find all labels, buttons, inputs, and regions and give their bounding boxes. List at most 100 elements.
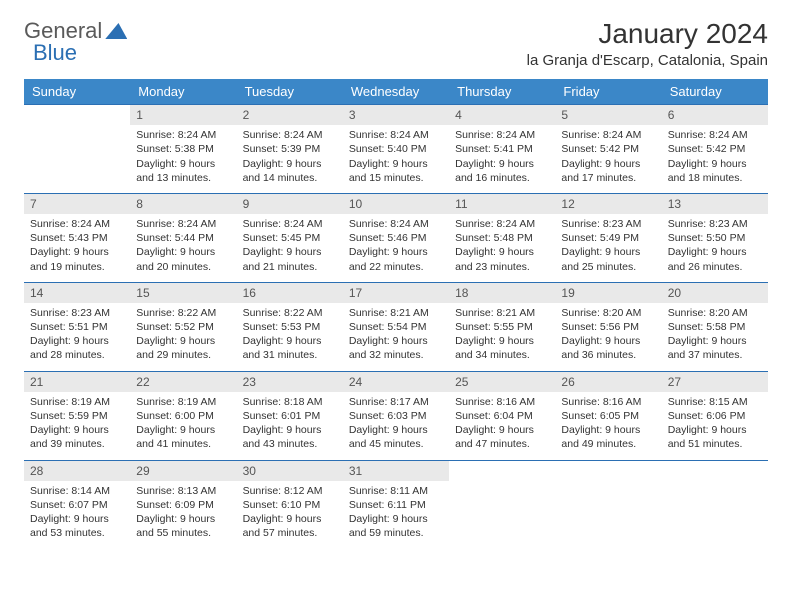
calendar-cell: 15Sunrise: 8:22 AMSunset: 5:52 PMDayligh… [130,282,236,371]
day-number: 4 [449,105,555,125]
day-number: 22 [130,372,236,392]
day-line: Daylight: 9 hours [349,334,443,348]
day-line: Sunrise: 8:24 AM [455,128,549,142]
day-line: Sunset: 6:03 PM [349,409,443,423]
calendar-cell: 5Sunrise: 8:24 AMSunset: 5:42 PMDaylight… [555,105,661,194]
day-number: 7 [24,194,130,214]
day-body: Sunrise: 8:14 AMSunset: 6:07 PMDaylight:… [24,481,130,549]
logo-sail-icon [105,23,127,39]
day-line: Daylight: 9 hours [561,245,655,259]
calendar-row: 21Sunrise: 8:19 AMSunset: 5:59 PMDayligh… [24,371,768,460]
day-line: Sunrise: 8:21 AM [349,306,443,320]
day-body: Sunrise: 8:23 AMSunset: 5:51 PMDaylight:… [24,303,130,371]
day-number: 17 [343,283,449,303]
day-line: Sunset: 6:00 PM [136,409,230,423]
day-line: and 15 minutes. [349,171,443,185]
day-line: Sunset: 6:07 PM [30,498,124,512]
day-number: 12 [555,194,661,214]
day-line: Daylight: 9 hours [30,423,124,437]
calendar-cell [555,460,661,548]
day-line: and 32 minutes. [349,348,443,362]
day-line: Sunrise: 8:11 AM [349,484,443,498]
day-line: and 21 minutes. [243,260,337,274]
day-line: and 47 minutes. [455,437,549,451]
day-line: Sunrise: 8:18 AM [243,395,337,409]
calendar-cell: 14Sunrise: 8:23 AMSunset: 5:51 PMDayligh… [24,282,130,371]
day-number: 18 [449,283,555,303]
day-line: Sunrise: 8:23 AM [668,217,762,231]
day-body: Sunrise: 8:24 AMSunset: 5:38 PMDaylight:… [130,125,236,193]
day-line: Daylight: 9 hours [561,157,655,171]
day-line: Sunset: 6:01 PM [243,409,337,423]
day-line: Sunrise: 8:24 AM [243,217,337,231]
day-line: Daylight: 9 hours [668,334,762,348]
day-line: Daylight: 9 hours [30,512,124,526]
day-line: and 37 minutes. [668,348,762,362]
weekday-header: Wednesday [343,79,449,105]
day-number: 26 [555,372,661,392]
day-number: 31 [343,461,449,481]
day-line: Daylight: 9 hours [136,245,230,259]
calendar-cell: 2Sunrise: 8:24 AMSunset: 5:39 PMDaylight… [237,105,343,194]
day-line: and 20 minutes. [136,260,230,274]
day-line: and 36 minutes. [561,348,655,362]
day-line: Daylight: 9 hours [349,157,443,171]
title-block: January 2024 la Granja d'Escarp, Catalon… [527,18,768,69]
day-number: 11 [449,194,555,214]
calendar-row: 7Sunrise: 8:24 AMSunset: 5:43 PMDaylight… [24,193,768,282]
day-line: Sunrise: 8:24 AM [561,128,655,142]
day-number: 3 [343,105,449,125]
day-line: Sunrise: 8:24 AM [668,128,762,142]
day-number: 25 [449,372,555,392]
day-line: Daylight: 9 hours [349,245,443,259]
day-number: 29 [130,461,236,481]
day-line: Sunset: 6:11 PM [349,498,443,512]
weekday-header: Thursday [449,79,555,105]
day-line: Sunrise: 8:24 AM [30,217,124,231]
day-line: Daylight: 9 hours [136,423,230,437]
day-line: Daylight: 9 hours [455,334,549,348]
calendar-cell: 31Sunrise: 8:11 AMSunset: 6:11 PMDayligh… [343,460,449,548]
day-body: Sunrise: 8:17 AMSunset: 6:03 PMDaylight:… [343,392,449,460]
day-number: 13 [662,194,768,214]
day-line: Sunset: 6:06 PM [668,409,762,423]
weekday-header: Tuesday [237,79,343,105]
day-body: Sunrise: 8:24 AMSunset: 5:43 PMDaylight:… [24,214,130,282]
calendar-cell: 13 Sunrise: 8:23 AMSunset: 5:50 PMDayligh… [662,193,768,282]
location-label: la Granja d'Escarp, Catalonia, Spain [527,52,768,69]
day-body [449,481,555,543]
day-number: 14 [24,283,130,303]
day-line: and 57 minutes. [243,526,337,540]
logo-text-2: Blue [33,40,77,66]
day-line: Sunset: 5:52 PM [136,320,230,334]
day-line: and 49 minutes. [561,437,655,451]
day-line: Daylight: 9 hours [243,157,337,171]
day-line: Sunrise: 8:20 AM [668,306,762,320]
day-line: and 43 minutes. [243,437,337,451]
day-line: Sunset: 6:04 PM [455,409,549,423]
day-number: 19 [555,283,661,303]
day-body [555,481,661,543]
calendar-cell: 8Sunrise: 8:24 AMSunset: 5:44 PMDaylight… [130,193,236,282]
calendar-row: 14Sunrise: 8:23 AMSunset: 5:51 PMDayligh… [24,282,768,371]
day-line: Sunset: 5:38 PM [136,142,230,156]
day-line: Sunset: 5:41 PM [455,142,549,156]
day-body: Sunrise: 8:21 AMSunset: 5:55 PMDaylight:… [449,303,555,371]
day-line: and 14 minutes. [243,171,337,185]
day-line: and 51 minutes. [668,437,762,451]
day-body: Sunrise: 8:24 AMSunset: 5:40 PMDaylight:… [343,125,449,193]
day-number: 10 [343,194,449,214]
day-line: Sunset: 5:39 PM [243,142,337,156]
day-body: Sunrise: 8:24 AMSunset: 5:42 PMDaylight:… [555,125,661,193]
day-line: and 53 minutes. [30,526,124,540]
day-line: Sunrise: 8:23 AM [30,306,124,320]
day-line: Sunset: 5:50 PM [668,231,762,245]
day-number: 20 [662,283,768,303]
day-line: Daylight: 9 hours [30,245,124,259]
day-line: Daylight: 9 hours [668,245,762,259]
calendar-cell: 17Sunrise: 8:21 AMSunset: 5:54 PMDayligh… [343,282,449,371]
day-line: and 34 minutes. [455,348,549,362]
day-line: Daylight: 9 hours [455,423,549,437]
weekday-header: Monday [130,79,236,105]
day-line: Sunset: 5:42 PM [561,142,655,156]
